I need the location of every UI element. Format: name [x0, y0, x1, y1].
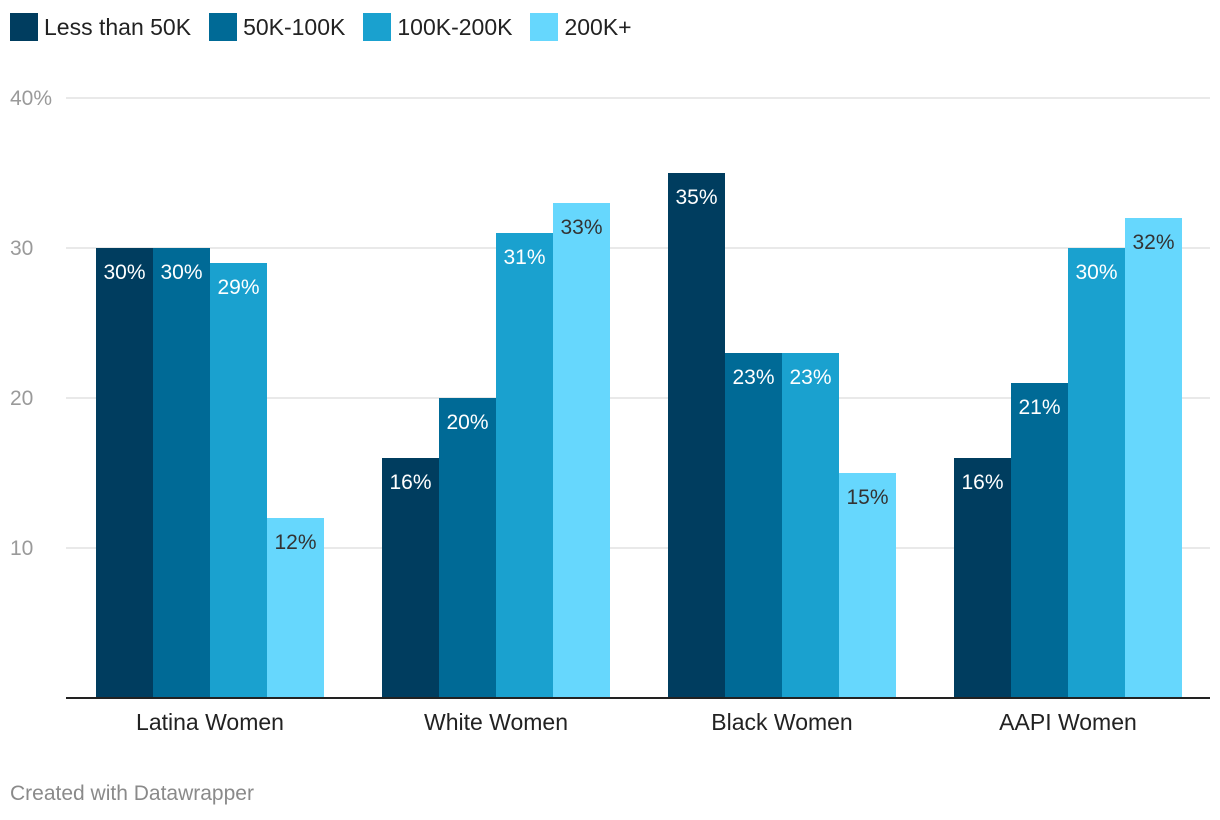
bar-value-label: 35% [675, 186, 717, 209]
y-tick-label: 20 [10, 387, 33, 410]
y-tick-label: 30 [10, 237, 33, 260]
bar [1068, 248, 1125, 698]
legend-swatch [10, 13, 38, 41]
bar [267, 518, 324, 698]
bar [96, 248, 153, 698]
bar-value-label: 16% [961, 471, 1003, 494]
bar-value-label: 15% [846, 486, 888, 509]
legend-swatch [530, 13, 559, 41]
bar [553, 203, 610, 698]
x-category-label: Latina Women [136, 709, 284, 735]
legend-label: Less than 50K [44, 13, 192, 40]
legend-item: 100K-200K [363, 13, 512, 41]
bar-value-label: 29% [217, 276, 259, 299]
bar [839, 473, 896, 698]
bar [725, 353, 782, 698]
legend-label: 200K+ [564, 13, 632, 40]
bar [496, 233, 553, 698]
bar [439, 398, 496, 698]
legend-label: 50K-100K [243, 13, 346, 40]
bar [382, 458, 439, 698]
bar-value-label: 20% [446, 411, 488, 434]
legend-item: 50K-100K [209, 13, 345, 41]
bar [782, 353, 839, 698]
bar-value-label: 32% [1132, 231, 1174, 254]
bar-value-label: 30% [103, 261, 145, 284]
bar-value-label: 30% [160, 261, 202, 284]
legend-label: 100K-200K [397, 13, 513, 40]
bar [668, 173, 725, 698]
bar-value-label: 30% [1075, 261, 1117, 284]
x-category-label: Black Women [711, 709, 852, 735]
bar [954, 458, 1011, 698]
legend-swatch [209, 13, 238, 41]
legend: Less than 50K 50K-100K 100K-200K 200K+ [10, 10, 650, 44]
x-category-label: AAPI Women [999, 709, 1137, 735]
footer-credit: Created with Datawrapper [10, 782, 254, 805]
bar-value-label: 23% [732, 366, 774, 389]
bar-value-label: 23% [789, 366, 831, 389]
bar-value-label: 21% [1018, 396, 1060, 419]
bar-value-label: 31% [503, 246, 545, 269]
bar-value-label: 33% [560, 216, 602, 239]
axes: 10 20 30 40% Latina Women White Women Black Wo… [10, 87, 1210, 735]
y-tick-label: 40% [10, 87, 52, 110]
x-category-label: White Women [424, 709, 568, 735]
bar [153, 248, 210, 698]
bar-value-label: 12% [274, 531, 316, 554]
legend-item: Less than 50K [10, 13, 191, 41]
bar-value-label: 16% [389, 471, 431, 494]
legend-item: 200K+ [530, 13, 632, 41]
y-tick-label: 10 [10, 537, 33, 560]
bar [1125, 218, 1182, 698]
legend-swatch [363, 13, 392, 41]
bar [1011, 383, 1068, 698]
bar [210, 263, 267, 698]
bars: 30% 30% 29% 12% 16% 20% 31% 33% 35% 23% 23% 15% 16% 2… [96, 173, 1182, 698]
